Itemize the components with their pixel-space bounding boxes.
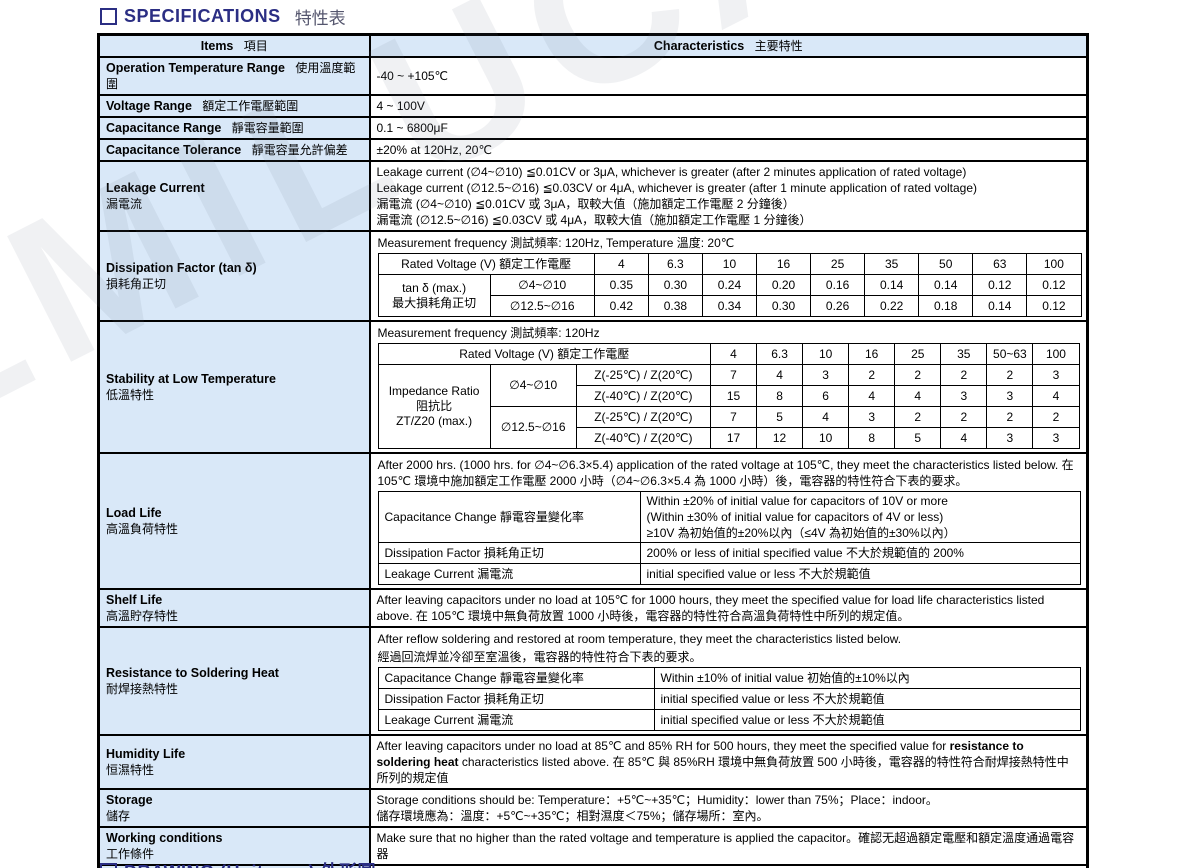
- working-conditions-text: Make sure that no higher than the rated …: [368, 826, 1089, 866]
- item-label: Marking 標示: [97, 864, 371, 868]
- item-label: Capacitance Tolerance 靜電容量允許偏差: [97, 138, 371, 162]
- dissipation-header-row: Rated Voltage (V) 額定工作電壓 4 6.3 10 16 25 …: [377, 253, 1082, 275]
- load-life-intro: After 2000 hrs. (1000 hrs. for ∅4~∅6.3×5…: [377, 458, 1074, 488]
- row-leakage-current: Leakage Current 漏電流 Leakage current (∅4~…: [97, 160, 1089, 232]
- item-label: Shelf Life 高溫貯存特性: [97, 588, 371, 628]
- page-title-en: SPECIFICATIONS: [124, 6, 281, 26]
- stability-row: Impedance Ratio 阻抗比 ZT/Z20 (max.) ∅4~∅10…: [377, 364, 1080, 449]
- next-section-heading-partial: DRAWING (Unit: mm) 外形圖: [100, 858, 376, 868]
- measurement-note: Measurement frequency 測試頻率: 120Hz, Tempe…: [377, 236, 735, 250]
- measurement-note: Measurement frequency 測試頻率: 120Hz: [377, 326, 600, 340]
- dissipation-row-small-dia: tan δ (max.) 最大損耗角正切 ∅4~∅10 0.35 0.30 0.…: [377, 274, 1082, 317]
- capacitance-change-value: Within ±20% of initial value for capacit…: [639, 491, 1081, 543]
- item-label: Voltage Range 額定工作電壓範圍: [97, 94, 371, 118]
- item-label: Working conditions 工作條件: [97, 826, 371, 866]
- stability-row: ∅12.5~∅16 Z(-25℃) / Z(20℃) 7 5 4 3 2 2 2…: [378, 406, 1080, 449]
- load-life-table: Capacitance Change 靜電容量變化率 Within ±20% o…: [377, 491, 1081, 585]
- next-section-title: DRAWING (Unit: mm) 外形圖: [124, 858, 376, 868]
- row-marking: Marking 標示 Black print on the case top. …: [97, 864, 1089, 868]
- item-value: -40 ~ +105℃: [368, 56, 1089, 96]
- characteristics-header-zh: 主要特性: [754, 39, 803, 53]
- item-label: Load Life 高溫負荷特性: [97, 452, 371, 590]
- characteristics-header-en: Characteristics: [653, 39, 745, 53]
- impedance-ratio-label: Impedance Ratio 阻抗比 ZT/Z20 (max.): [377, 364, 491, 449]
- tan-delta-label: tan δ (max.) 最大損耗角正切: [377, 274, 491, 317]
- page-title: SPECIFICATIONS 特性表: [100, 4, 346, 29]
- item-label: Humidity Life 恒濕特性: [97, 734, 371, 790]
- row-capacitance-tolerance: Capacitance Tolerance 靜電容量允許偏差 ±20% at 1…: [97, 138, 1089, 162]
- load-life-row: Capacitance Change 靜電容量變化率 Within ±20% o…: [377, 491, 1081, 543]
- item-label: Leakage Current 漏電流: [97, 160, 371, 232]
- item-label: Stability at Low Temperature 低溫特性: [97, 320, 371, 454]
- item-label: Storage 儲存: [97, 788, 371, 828]
- item-label: Dissipation Factor (tan δ) 損耗角正切: [97, 230, 371, 322]
- specifications-table: Items 項目 Characteristics 主要特性 Operation …: [97, 33, 1089, 868]
- row-voltage-range: Voltage Range 額定工作電壓範圍 4 ~ 100V: [97, 94, 1089, 118]
- soldering-cell: After reflow soldering and restored at r…: [368, 626, 1089, 736]
- dissipation-factor-cell: Measurement frequency 測試頻率: 120Hz, Tempe…: [368, 230, 1089, 322]
- leakage-current-text: Leakage current (∅4~∅10) ≦0.01CV or 3μA,…: [368, 160, 1089, 232]
- stability-cell: Measurement frequency 測試頻率: 120Hz Rated …: [368, 320, 1089, 454]
- item-value: 4 ~ 100V: [368, 94, 1089, 118]
- table-header-row: Items 項目 Characteristics 主要特性: [97, 33, 1089, 58]
- row-shelf-life: Shelf Life 高溫貯存特性 After leaving capacito…: [97, 588, 1089, 628]
- section-marker-icon: [100, 862, 117, 868]
- item-label: Capacitance Range 靜電容量範圍: [97, 116, 371, 140]
- page-title-zh: 特性表: [294, 9, 346, 28]
- row-dissipation-factor: Dissipation Factor (tan δ) 損耗角正切 Measure…: [97, 230, 1089, 322]
- soldering-table: Capacitance Change 靜電容量變化率 Within ±10% o…: [377, 667, 1081, 731]
- items-header-zh: 項目: [243, 39, 268, 53]
- items-header-en: Items: [200, 39, 234, 53]
- stability-table: Rated Voltage (V) 額定工作電壓 4 6.3 10 16 25 …: [377, 343, 1080, 449]
- item-value: ±20% at 120Hz, 20℃: [368, 138, 1089, 162]
- humidity-life-text: After leaving capacitors under no load a…: [368, 734, 1089, 790]
- row-load-life: Load Life 高溫負荷特性 After 2000 hrs. (1000 h…: [97, 452, 1089, 590]
- items-header: Items 項目: [97, 33, 371, 58]
- item-label: Resistance to Soldering Heat 耐焊接熱特性: [97, 626, 371, 736]
- marking-text: Black print on the case top. 鋁殼頂部黑字印刷。: [368, 864, 1089, 868]
- stability-header-row: Rated Voltage (V) 額定工作電壓 4 6.3 10 16 25 …: [377, 343, 1080, 365]
- characteristics-header: Characteristics 主要特性: [368, 33, 1089, 58]
- dissipation-row-large-dia: ∅12.5~∅16 0.42 0.38 0.34 0.30 0.26 0.22 …: [378, 295, 1082, 317]
- soldering-row: Dissipation Factor 損耗角正切 initial specifi…: [377, 688, 1081, 710]
- load-life-row: Dissipation Factor 損耗角正切 200% or less of…: [377, 542, 1081, 564]
- load-life-cell: After 2000 hrs. (1000 hrs. for ∅4~∅6.3×5…: [368, 452, 1089, 590]
- row-stability-low-temperature: Stability at Low Temperature 低溫特性 Measur…: [97, 320, 1089, 454]
- dissipation-table: Rated Voltage (V) 額定工作電壓 4 6.3 10 16 25 …: [377, 253, 1082, 317]
- row-humidity-life: Humidity Life 恒濕特性 After leaving capacit…: [97, 734, 1089, 790]
- item-label: Operation Temperature Range 使用溫度範圍: [97, 56, 371, 96]
- soldering-row: Capacitance Change 靜電容量變化率 Within ±10% o…: [377, 667, 1081, 689]
- storage-text: Storage conditions should be: Temperatur…: [368, 788, 1089, 828]
- row-capacitance-range: Capacitance Range 靜電容量範圍 0.1 ~ 6800μF: [97, 116, 1089, 140]
- stability-row: Z(-40℃) / Z(20℃) 17 12 10 8 5 4 3 3: [378, 427, 1080, 449]
- shelf-life-text: After leaving capacitors under no load a…: [368, 588, 1089, 628]
- item-value: 0.1 ~ 6800μF: [368, 116, 1089, 140]
- row-working-conditions: Working conditions 工作條件 Make sure that n…: [97, 826, 1089, 866]
- load-life-row: Leakage Current 漏電流 initial specified va…: [377, 563, 1081, 585]
- row-operation-temperature-range: Operation Temperature Range 使用溫度範圍 -40 ~…: [97, 56, 1089, 96]
- section-marker-icon: [100, 8, 117, 25]
- row-storage: Storage 儲存 Storage conditions should be:…: [97, 788, 1089, 828]
- row-resistance-to-soldering-heat: Resistance to Soldering Heat 耐焊接熱特性 Afte…: [97, 626, 1089, 736]
- soldering-row: Leakage Current 漏電流 initial specified va…: [377, 709, 1081, 731]
